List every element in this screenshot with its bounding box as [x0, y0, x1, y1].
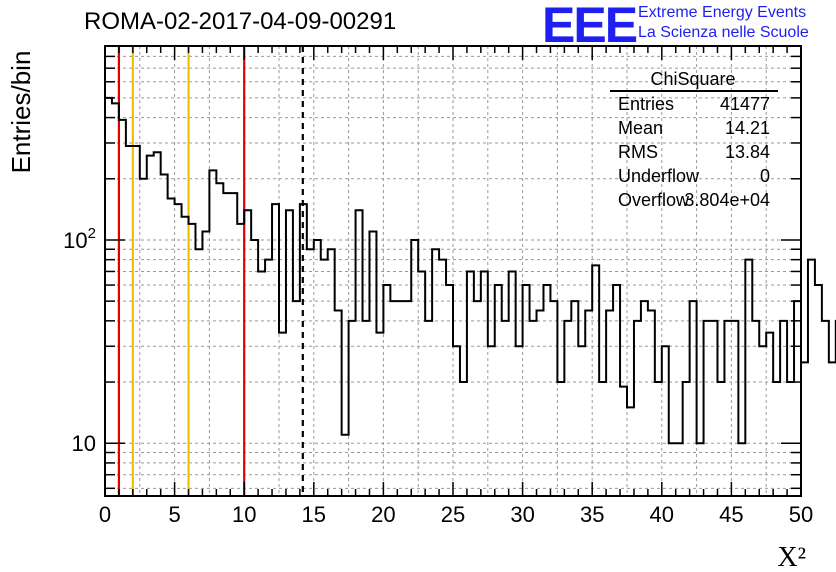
- x-tick-label: 50: [789, 502, 813, 527]
- stats-rows: Entries 41477 Mean 14.21 RMS 13.84 Underflow 0 O…: [618, 94, 770, 210]
- axis-ticks: [104, 45, 802, 496]
- y-tick-labels: 10 102: [63, 225, 96, 456]
- plot-title: ROMA-02-2017-04-09-00291: [84, 8, 397, 35]
- x-tick-label: 30: [510, 502, 534, 527]
- stats-row-label: Mean: [618, 118, 663, 138]
- eee-logo-mark: EEE: [542, 0, 638, 53]
- x-tick-label: 35: [580, 502, 604, 527]
- x-tick-labels: 0 5 10 15 20 25 30 35 40 45 50: [99, 502, 813, 527]
- stats-row-label: Entries: [618, 94, 674, 114]
- stats-row-value: 14.21: [725, 118, 770, 138]
- x-tick-label: 10: [232, 502, 256, 527]
- x-tick-label: 40: [650, 502, 674, 527]
- eee-logo-line1: Extreme Energy Events: [638, 4, 807, 21]
- x-tick-label: 25: [441, 502, 465, 527]
- stats-row-label: Overflow: [618, 190, 690, 210]
- x-tick-label: 20: [371, 502, 395, 527]
- stats-row-value: 41477: [720, 94, 770, 114]
- x-tick-label: 5: [168, 502, 180, 527]
- stats-row-value: 13.84: [725, 142, 770, 162]
- stats-row-label: Underflow: [618, 166, 700, 186]
- marker-lines: [117, 46, 304, 496]
- y-tick-label: 10: [72, 431, 96, 456]
- eee-logo-line2: La Scienza nelle Scuole: [638, 24, 809, 41]
- stats-row-value: 0: [760, 166, 770, 186]
- stats-box: ChiSquare Entries 41477 Mean 14.21 RMS 13.84 U…: [610, 69, 778, 210]
- histogram-outline: [105, 96, 836, 445]
- y-axis-label: Entries/bin: [6, 51, 36, 174]
- x-tick-label: 15: [302, 502, 326, 527]
- x-tick-label: 0: [99, 502, 111, 527]
- stats-row-label: RMS: [618, 142, 658, 162]
- y-tick-label: 102: [63, 225, 96, 253]
- stats-row-value: 3.804e+04: [684, 190, 770, 210]
- x-axis-label: X²: [777, 542, 806, 572]
- stats-title: ChiSquare: [650, 69, 735, 89]
- x-tick-label: 45: [719, 502, 743, 527]
- eee-logo: EEE Extreme Energy Events La Scienza nel…: [540, 0, 834, 53]
